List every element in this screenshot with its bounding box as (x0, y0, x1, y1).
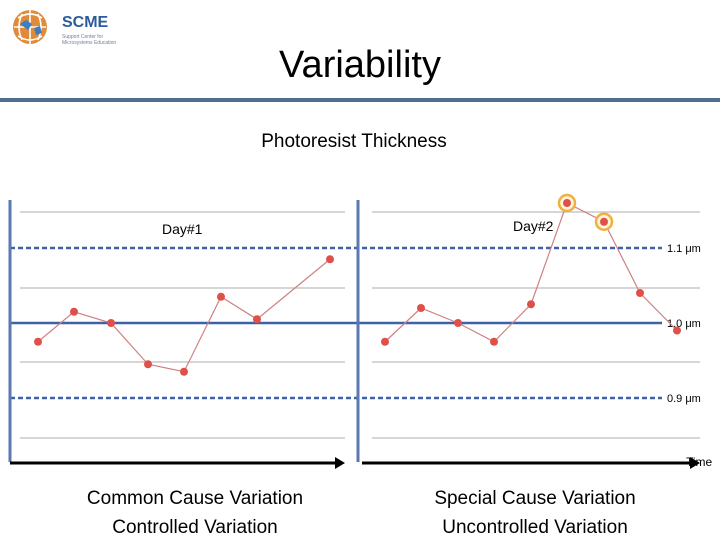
title-divider (0, 98, 720, 102)
data-point (636, 289, 644, 297)
data-point (70, 307, 78, 316)
series-line-day-1 (37, 258, 331, 373)
caption-left-line-1: Common Cause Variation (86, 488, 304, 509)
caption-right-line-1: Special Cause Variation (434, 488, 636, 509)
data-point (490, 337, 498, 346)
data-point (673, 326, 681, 335)
scme-logo: SCME Support Center for Microsystems Edu… (10, 6, 120, 48)
data-point (381, 337, 389, 346)
data-point (180, 367, 188, 376)
chart-title: Photoresist Thickness (261, 131, 447, 152)
data-point (107, 319, 115, 327)
data-point (600, 217, 608, 226)
data-point (34, 337, 42, 346)
data-series (34, 193, 681, 376)
caption-special-cause: Special Cause Variation Uncontrolled Var… (390, 484, 680, 542)
data-point (454, 319, 462, 327)
globe-icon (13, 10, 47, 44)
thickness-chart: 1.1 μm 1.0 μm 0.9 μm Day#1 Day#2 Time (8, 193, 713, 469)
caption-common-cause: Common Cause Variation Controlled Variat… (40, 484, 350, 542)
time-arrowhead-1 (335, 457, 345, 469)
data-point (144, 360, 152, 369)
data-point (417, 304, 425, 312)
data-point (563, 199, 571, 207)
panel-label-day-1: Day#1 (162, 221, 203, 237)
reference-label-2: 0.9 μm (667, 393, 701, 405)
caption-right-line-2: Uncontrolled Variation (442, 517, 628, 538)
data-point (527, 300, 535, 309)
data-point (217, 292, 225, 301)
time-arrowhead-2 (690, 457, 700, 469)
page-title: Variability (279, 44, 441, 86)
reference-label-0: 1.1 μm (667, 243, 701, 255)
logo-text: SCME (62, 14, 109, 31)
x-axis-label: Time (686, 455, 713, 469)
data-point (326, 255, 334, 264)
reference-label-1: 1.0 μm (667, 318, 701, 330)
caption-left-line-2: Controlled Variation (112, 517, 278, 538)
logo-subtext: Support Center for Microsystems Educatio… (62, 34, 117, 46)
day-panels: Day#1 Day#2 (8, 200, 700, 469)
chart-grid (20, 211, 700, 439)
data-point (253, 315, 261, 324)
panel-label-day-2: Day#2 (513, 218, 554, 234)
